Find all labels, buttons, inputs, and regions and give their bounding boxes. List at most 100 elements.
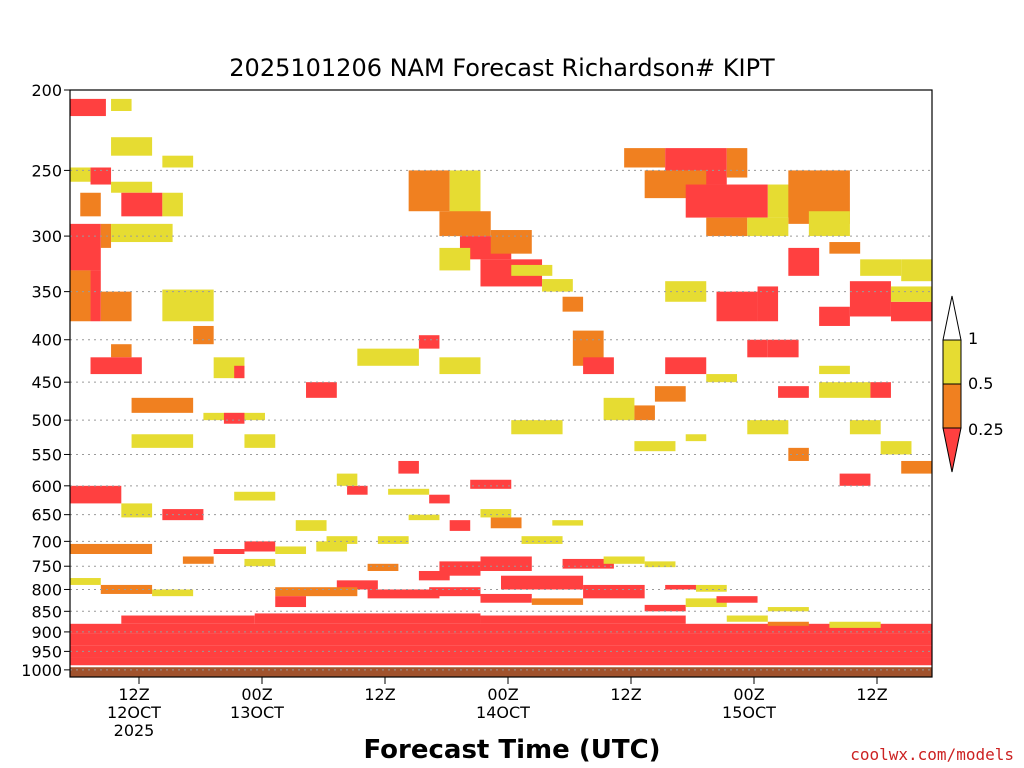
ri-cell [388, 488, 430, 495]
ri-cell [695, 584, 727, 592]
ri-cell [90, 167, 112, 185]
ri-cell [901, 460, 932, 474]
ground-layer [70, 666, 932, 677]
ri-cell [870, 382, 891, 398]
ri-cell [890, 286, 932, 302]
ri-cell [306, 382, 337, 398]
ri-cell [511, 264, 553, 276]
ri-cell [470, 479, 512, 489]
ri-cell [429, 587, 481, 597]
ri-band [480, 615, 686, 624]
ri-band [70, 645, 932, 658]
ri-cell [367, 563, 399, 571]
ri-cell [111, 344, 132, 358]
ri-cell [480, 556, 532, 571]
y-tick-label-550: 550 [31, 445, 62, 464]
ri-cell [767, 339, 799, 358]
y-tick-label-800: 800 [31, 580, 62, 599]
ri-cell [439, 211, 491, 237]
ri-cell [501, 575, 584, 590]
ri-cell [162, 155, 194, 168]
ri-cell [829, 621, 881, 628]
ri-cell [819, 365, 850, 375]
ri-cell [244, 541, 276, 552]
x-tick-label: 12Z [856, 685, 887, 704]
ri-cell [480, 593, 532, 603]
ri-cell [767, 621, 809, 626]
ri-cell [357, 348, 419, 366]
ri-cell [624, 148, 666, 168]
ri-cell [193, 325, 214, 345]
x-tick-label: 00Z [733, 685, 764, 704]
ri-cell [121, 192, 163, 217]
legend: 1 0.5 0.25 [942, 295, 1004, 473]
ri-cell [408, 170, 450, 212]
ri-cell [326, 536, 358, 544]
ri-cell [665, 357, 707, 375]
ri-cell [726, 148, 748, 178]
ri-cell [860, 259, 902, 276]
ri-cell [880, 441, 912, 455]
x-tick-label: 13OCT [230, 703, 284, 722]
y-tick-label-1000: 1000 [21, 661, 62, 680]
ri-cell [654, 386, 686, 402]
ri-cell [70, 578, 101, 585]
y-tick-label-200: 200 [31, 81, 62, 100]
ri-cell [747, 339, 768, 358]
ri-cell [90, 357, 142, 375]
legend-top-triangle [942, 295, 962, 341]
ri-cell [808, 211, 850, 237]
ri-cell [223, 412, 245, 424]
ri-cell [480, 509, 512, 518]
ri-cell [849, 281, 891, 317]
ri-cell [644, 604, 686, 612]
ri-cell [367, 589, 440, 599]
ri-cell [275, 596, 307, 608]
ri-cell [788, 447, 809, 461]
y-tick-label-600: 600 [31, 477, 62, 496]
ri-band [70, 657, 932, 667]
ri-cell [80, 192, 101, 217]
ri-cell [531, 598, 584, 605]
ri-cell [706, 374, 738, 383]
y-tick-label-300: 300 [31, 227, 62, 246]
ri-cell [829, 242, 861, 254]
ri-cell [603, 397, 635, 421]
x-tick-label: 12Z [364, 685, 395, 704]
ri-cell [111, 223, 173, 243]
credit-label: coolwx.com/models [850, 745, 1014, 764]
ri-cell [634, 441, 676, 452]
ri-cell [562, 296, 584, 312]
ri-cell [490, 517, 522, 529]
y-tick-label-400: 400 [31, 331, 62, 350]
ri-cell [182, 556, 214, 564]
x-axis-label: Forecast Time (UTC) [363, 735, 660, 765]
ri-cell [316, 541, 348, 552]
ri-cell [716, 596, 758, 603]
ri-cell [162, 192, 183, 217]
ri-cell [901, 259, 932, 282]
ri-cell [111, 181, 153, 193]
ri-cell [70, 98, 106, 117]
ri-cell [70, 223, 101, 271]
ri-cell [449, 520, 471, 531]
x-tick-label: 12Z [118, 685, 149, 704]
ri-cell [644, 561, 676, 568]
x-tick-label: 15OCT [722, 703, 776, 722]
x-tick-label: 2025 [114, 721, 155, 740]
ri-cell [244, 558, 276, 567]
ri-cell [757, 286, 779, 322]
ri-cell [234, 491, 276, 501]
y-tick-label-850: 850 [31, 602, 62, 621]
ri-cell [778, 386, 809, 398]
ri-cell [100, 584, 153, 594]
ri-cell [100, 223, 112, 248]
ri-cell [747, 420, 789, 435]
ri-cell [634, 405, 655, 421]
ri-cell [70, 167, 91, 182]
y-tick-label-650: 650 [31, 506, 62, 525]
chart-title: 2025101206 NAM Forecast Richardson# KIPT [229, 54, 775, 82]
x-tick-label: 00Z [241, 685, 272, 704]
ri-cell [685, 434, 707, 442]
